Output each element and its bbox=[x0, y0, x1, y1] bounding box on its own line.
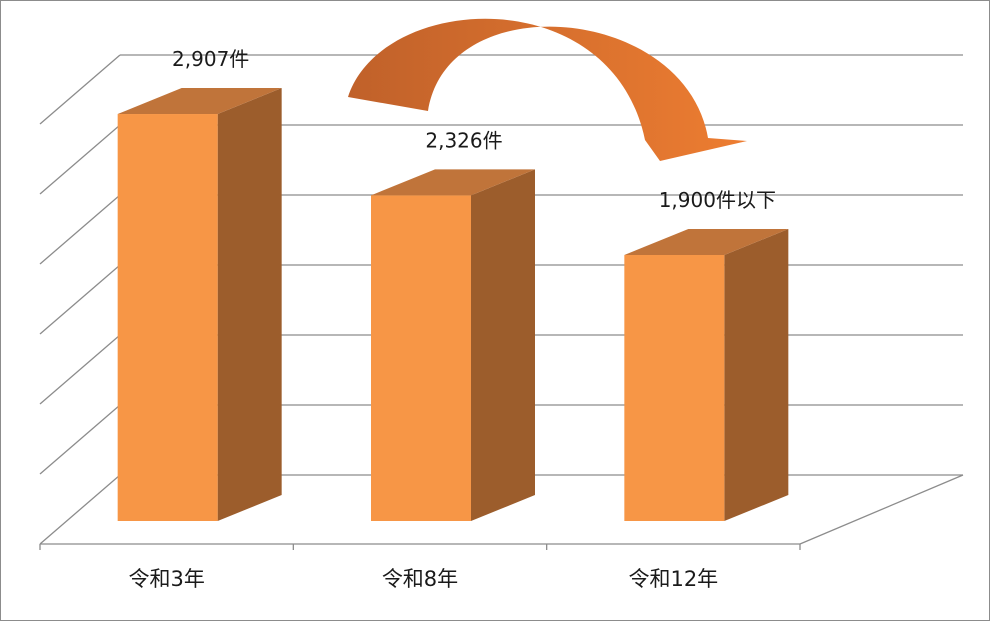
bar-side-2 bbox=[724, 229, 789, 521]
bars bbox=[117, 88, 789, 522]
bar-side-0 bbox=[217, 88, 282, 522]
category-labels: 令和3年 令和8年 令和12年 bbox=[128, 567, 718, 591]
bar-front-1 bbox=[371, 195, 471, 522]
bar-2 bbox=[624, 229, 789, 521]
category-label-2: 令和12年 bbox=[628, 567, 718, 591]
floor-right-edge bbox=[799, 474, 964, 545]
gridline-side-0 bbox=[39, 474, 121, 545]
bar-top-0 bbox=[117, 88, 282, 115]
gridline-side-1 bbox=[39, 404, 121, 475]
bar-1 bbox=[371, 169, 535, 522]
category-label-1: 令和8年 bbox=[382, 567, 458, 591]
data-label-1: 2,326件 bbox=[425, 128, 502, 152]
gridline-side-2 bbox=[39, 334, 121, 405]
bar-top-2 bbox=[624, 229, 789, 255]
bar-0 bbox=[117, 88, 282, 522]
bar-top-1 bbox=[371, 169, 535, 196]
gridline-side-5 bbox=[39, 124, 121, 195]
bar-front-0 bbox=[117, 114, 218, 522]
data-labels: 2,907件 2,326件 1,900件以下 bbox=[172, 47, 776, 212]
gridline-side-4 bbox=[39, 194, 121, 265]
bar-side-1 bbox=[471, 169, 535, 522]
curved-arrow-icon bbox=[348, 18, 747, 161]
gridline-side-6 bbox=[39, 54, 121, 125]
category-label-0: 令和3年 bbox=[128, 567, 204, 591]
data-label-0: 2,907件 bbox=[172, 47, 249, 71]
bar-front-2 bbox=[624, 255, 725, 521]
gridline-side-3 bbox=[39, 264, 121, 335]
data-label-2: 1,900件以下 bbox=[659, 188, 776, 212]
